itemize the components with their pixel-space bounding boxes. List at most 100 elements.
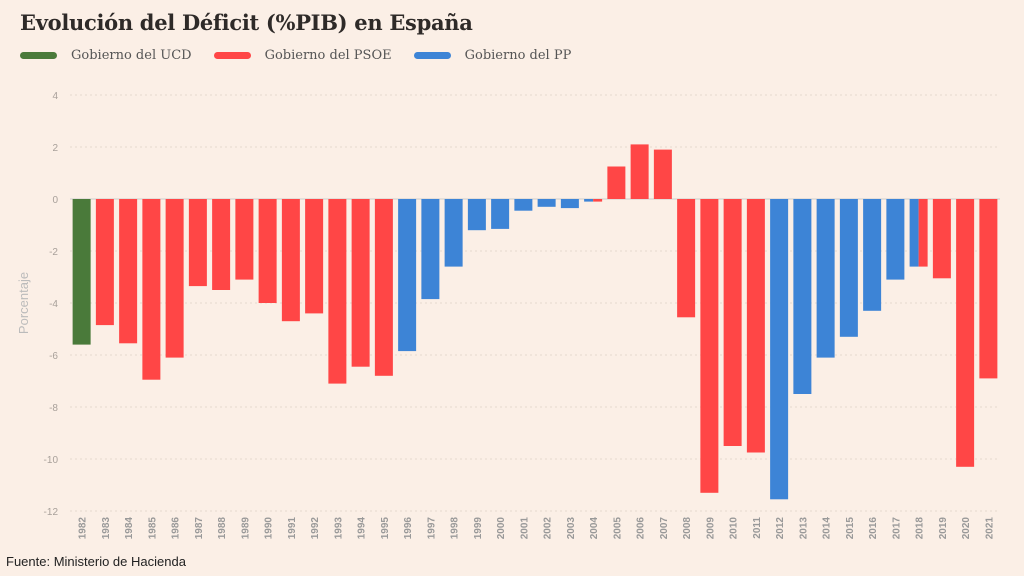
bar-1996	[398, 199, 417, 352]
legend-item-ucd: Gobierno del UCD	[20, 48, 192, 63]
x-tick-label: 2009	[705, 517, 716, 540]
bar-2015	[839, 199, 858, 337]
bar-2021	[979, 199, 998, 379]
x-tick-label: 1996	[403, 517, 414, 540]
legend-label: Gobierno del PP	[464, 48, 572, 63]
bar-1983	[95, 199, 114, 326]
x-tick-label: 2010	[729, 517, 740, 540]
bar-2019	[932, 199, 951, 279]
y-axis-label: Porcentaje	[16, 272, 31, 334]
legend-item-psoe: Gobierno del PSOE	[213, 48, 392, 63]
bar-2016	[863, 199, 882, 311]
bar-1985	[142, 199, 161, 380]
x-tick-label: 1989	[240, 517, 251, 540]
y-tick-label: 4	[52, 91, 58, 102]
legend-swatch	[413, 52, 451, 59]
bar-2005	[607, 166, 626, 199]
y-tick-label: 2	[52, 143, 58, 154]
x-tick-label: 1987	[194, 517, 205, 540]
bar-1997	[421, 199, 440, 300]
x-tick-label: 2013	[798, 517, 809, 540]
bar-1993	[328, 199, 347, 384]
bar-1992	[305, 199, 324, 314]
legend-label: Gobierno del PSOE	[264, 48, 392, 63]
bar-2013	[793, 199, 812, 394]
y-tick-label: -4	[49, 299, 58, 310]
x-tick-label: 2008	[682, 517, 693, 540]
legend: Gobierno del UCD Gobierno del PSOE Gobie…	[20, 48, 571, 63]
x-tick-label: 2006	[636, 517, 647, 540]
x-tick-label: 2004	[589, 517, 600, 540]
legend-label: Gobierno del UCD	[71, 48, 192, 63]
legend-swatch	[213, 52, 251, 59]
y-tick-label: -6	[49, 351, 58, 362]
bar-1991	[281, 199, 300, 322]
x-tick-label: 2002	[543, 517, 554, 540]
bar-2004	[593, 199, 603, 202]
x-tick-label: 2000	[496, 517, 507, 540]
y-tick-label: -12	[44, 507, 59, 518]
bar-1990	[258, 199, 277, 303]
bar-2001	[514, 199, 533, 211]
bar-1982	[72, 199, 91, 345]
x-tick-label: 2019	[938, 517, 949, 540]
bar-2017	[886, 199, 905, 280]
bar-1989	[235, 199, 254, 280]
x-tick-label: 1997	[426, 517, 437, 540]
x-tick-label: 2003	[566, 517, 577, 540]
y-tick-label: -8	[49, 403, 58, 414]
bar-1986	[165, 199, 184, 358]
x-tick-label: 1991	[287, 517, 298, 540]
x-tick-label: 1986	[171, 517, 182, 540]
x-tick-label: 1983	[101, 517, 112, 540]
bar-2012	[770, 199, 789, 500]
bar-1999	[467, 199, 486, 231]
bar-2000	[491, 199, 510, 229]
x-tick-label: 2007	[659, 517, 670, 540]
x-tick-label: 2001	[519, 517, 530, 540]
x-tick-label: 1984	[124, 517, 135, 540]
bar-2018	[909, 199, 919, 267]
bar-1998	[444, 199, 463, 267]
x-tick-label: 2020	[961, 517, 972, 540]
bar-2011	[746, 199, 765, 453]
bar-2002	[537, 199, 556, 207]
x-tick-label: 2012	[775, 517, 786, 540]
x-tick-label: 2015	[845, 517, 856, 540]
bar-2003	[560, 199, 579, 209]
x-tick-label: 2021	[984, 517, 995, 540]
bar-1984	[119, 199, 138, 344]
y-tick-label: -10	[44, 455, 59, 466]
x-tick-label: 1988	[217, 517, 228, 540]
source-note: Fuente: Ministerio de Hacienda	[6, 554, 186, 569]
bar-2020	[956, 199, 975, 467]
bar-1988	[212, 199, 231, 290]
bar-2009	[700, 199, 719, 493]
bar-2007	[653, 149, 672, 199]
bar-2004	[584, 199, 594, 202]
x-tick-label: 2016	[868, 517, 879, 540]
legend-swatch	[20, 52, 57, 59]
bar-2010	[723, 199, 742, 446]
x-tick-label: 1990	[264, 517, 275, 540]
x-tick-label: 1985	[147, 517, 158, 540]
bar-1994	[351, 199, 370, 367]
x-tick-label: 1992	[310, 517, 321, 540]
y-tick-label: -2	[49, 247, 58, 258]
x-tick-label: 2017	[891, 517, 902, 540]
x-tick-label: 1995	[380, 517, 391, 540]
x-tick-label: 1999	[473, 517, 484, 540]
y-tick-label: 0	[52, 195, 58, 206]
bar-2008	[677, 199, 696, 318]
bar-2018	[918, 199, 928, 267]
bar-2006	[630, 144, 649, 199]
bar-1987	[188, 199, 207, 287]
x-tick-label: 1998	[450, 517, 461, 540]
x-tick-label: 1994	[357, 517, 368, 540]
chart-title: Evolución del Déficit (%PIB) en España	[20, 10, 473, 35]
bar-2014	[816, 199, 835, 358]
x-tick-label: 2005	[612, 517, 623, 540]
x-tick-label: 2018	[915, 517, 926, 540]
x-tick-label: 1993	[333, 517, 344, 540]
